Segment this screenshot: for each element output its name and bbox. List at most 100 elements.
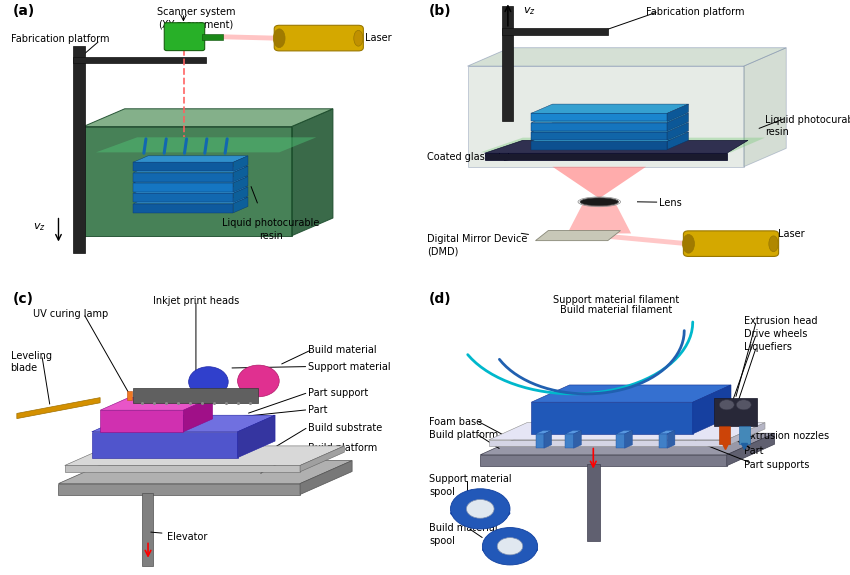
Polygon shape [65, 466, 300, 472]
Polygon shape [480, 137, 765, 152]
Ellipse shape [274, 29, 285, 48]
Polygon shape [65, 446, 344, 466]
Polygon shape [667, 104, 688, 121]
Polygon shape [565, 434, 574, 448]
Polygon shape [659, 434, 667, 448]
Text: (c): (c) [13, 292, 34, 306]
Polygon shape [667, 122, 688, 140]
Ellipse shape [467, 500, 494, 518]
Polygon shape [744, 48, 786, 167]
Bar [73, 46, 85, 253]
Ellipse shape [483, 528, 537, 565]
Polygon shape [133, 156, 248, 162]
Polygon shape [59, 461, 352, 484]
Polygon shape [544, 430, 552, 449]
Polygon shape [531, 132, 688, 141]
Polygon shape [531, 402, 693, 434]
Polygon shape [693, 385, 731, 434]
Ellipse shape [719, 400, 734, 410]
Ellipse shape [450, 489, 510, 529]
Polygon shape [292, 109, 333, 236]
Bar [739, 426, 750, 444]
Bar [719, 426, 730, 444]
Polygon shape [484, 140, 748, 153]
Text: (a): (a) [13, 4, 35, 18]
Polygon shape [531, 132, 667, 140]
Polygon shape [83, 126, 292, 236]
Text: Scanner system
(XY-movement): Scanner system (XY-movement) [156, 7, 235, 29]
Polygon shape [536, 430, 552, 434]
Text: Laser: Laser [778, 229, 804, 239]
Text: Fabrication platform: Fabrication platform [646, 7, 745, 17]
Polygon shape [100, 397, 212, 410]
Ellipse shape [736, 400, 751, 410]
Text: Liquid photocurable
resin: Liquid photocurable resin [222, 218, 320, 241]
Bar [502, 6, 513, 121]
Ellipse shape [683, 235, 694, 253]
Text: Elevator: Elevator [167, 532, 207, 542]
Polygon shape [59, 484, 300, 494]
Polygon shape [17, 398, 100, 419]
Text: Laser: Laser [365, 33, 391, 43]
Polygon shape [667, 132, 688, 150]
Polygon shape [568, 205, 631, 233]
Polygon shape [531, 122, 688, 132]
Text: $v_z$: $v_z$ [523, 6, 536, 17]
Polygon shape [659, 430, 675, 434]
Polygon shape [531, 113, 667, 121]
Polygon shape [234, 177, 248, 192]
Text: Fabrication platform: Fabrication platform [10, 34, 109, 44]
Polygon shape [133, 193, 234, 202]
Polygon shape [133, 204, 234, 213]
Polygon shape [92, 415, 275, 432]
Text: (b): (b) [429, 4, 452, 18]
Polygon shape [727, 434, 774, 466]
Text: Build platform: Build platform [429, 430, 498, 440]
Bar [202, 34, 223, 40]
Text: Support material filament: Support material filament [553, 294, 679, 305]
Polygon shape [531, 122, 667, 131]
Polygon shape [625, 430, 632, 449]
Polygon shape [133, 197, 248, 204]
Polygon shape [133, 166, 248, 172]
Text: Part supports: Part supports [744, 460, 809, 470]
Polygon shape [468, 66, 744, 167]
FancyBboxPatch shape [164, 22, 205, 51]
Text: Extrusion nozzles: Extrusion nozzles [744, 431, 829, 441]
Text: Liquid photocurable
resin: Liquid photocurable resin [765, 115, 850, 137]
FancyBboxPatch shape [275, 25, 363, 51]
Text: Drive wheels: Drive wheels [744, 329, 808, 339]
Text: Build platform: Build platform [309, 443, 377, 453]
Polygon shape [300, 446, 344, 471]
Polygon shape [184, 397, 212, 432]
Bar [484, 153, 727, 159]
Polygon shape [133, 162, 234, 171]
Text: Liquefiers: Liquefiers [744, 342, 791, 352]
Polygon shape [96, 137, 316, 152]
Text: Foam base: Foam base [429, 417, 483, 427]
Polygon shape [133, 177, 248, 183]
Text: Extrusion head: Extrusion head [744, 316, 817, 326]
Polygon shape [468, 48, 786, 66]
Bar [133, 388, 258, 402]
Ellipse shape [483, 544, 537, 555]
Text: UV curing lamp: UV curing lamp [33, 309, 109, 319]
Polygon shape [234, 187, 248, 202]
Polygon shape [133, 183, 234, 192]
Polygon shape [531, 104, 688, 113]
Polygon shape [565, 430, 581, 434]
Polygon shape [536, 231, 620, 240]
Bar [128, 391, 133, 400]
Text: Part: Part [744, 446, 763, 455]
Text: $v_z$: $v_z$ [33, 221, 46, 233]
Text: Inkjet print heads: Inkjet print heads [153, 296, 239, 306]
Text: Support material
spool: Support material spool [429, 474, 512, 497]
Polygon shape [536, 434, 544, 448]
Bar [714, 398, 756, 426]
Polygon shape [667, 113, 688, 131]
Text: (d): (d) [429, 292, 452, 306]
Polygon shape [234, 166, 248, 182]
Bar [142, 493, 154, 566]
Text: Support material: Support material [309, 362, 391, 372]
Bar [502, 28, 608, 34]
